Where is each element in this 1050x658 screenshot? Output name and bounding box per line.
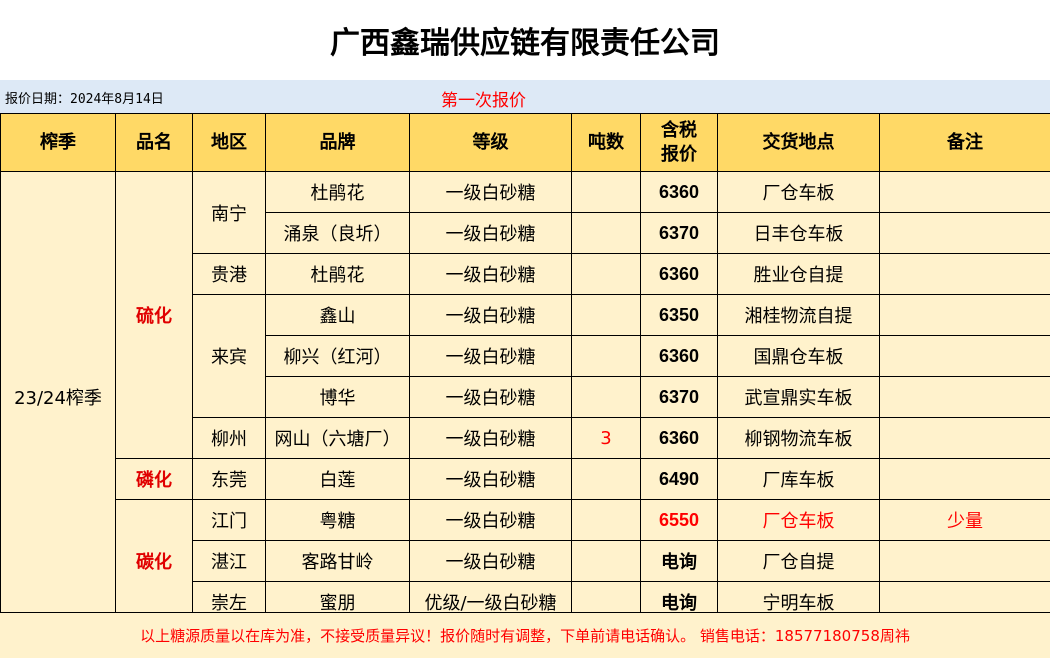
price-cell: 6360 — [640, 417, 718, 459]
tons-cell — [571, 376, 641, 418]
grade-cell: 一级白砂糖 — [409, 458, 572, 500]
delivery-cell: 柳钢物流车板 — [717, 417, 880, 459]
price-cell: 6550 — [640, 499, 718, 541]
table-row: 磷化 东莞 白莲 一级白砂糖 6490 厂库车板 — [1, 458, 1050, 500]
column-header: 备注 — [879, 113, 1050, 172]
price-cell: 6370 — [640, 212, 718, 254]
table-row: 碳化 江门 粤糖 一级白砂糖 6550 厂仓车板 少量 — [1, 499, 1050, 623]
delivery-cell: 武宣鼎实车板 — [717, 376, 880, 418]
table-row: 湛江 客路甘岭 一级白砂糖 电询 厂仓自提 — [1, 540, 1050, 582]
column-header: 交货地点 — [717, 113, 880, 172]
price-cell: 6360 — [640, 253, 718, 295]
delivery-cell: 厂仓车板 — [717, 499, 880, 541]
column-header: 榨季 — [0, 113, 116, 172]
column-header: 品牌 — [265, 113, 410, 172]
product-cell: 硫化 — [115, 171, 193, 459]
tons-cell — [571, 212, 641, 254]
table-row: 23/24榨季 硫化 南宁 杜鹃花 一级白砂糖 6360 厂仓车板 — [0, 171, 1050, 623]
delivery-cell: 国鼎仓车板 — [717, 335, 880, 377]
tons-cell — [571, 540, 641, 582]
tons-cell — [571, 253, 641, 295]
region-cell: 来宾 — [192, 294, 266, 418]
price-cell: 6350 — [640, 294, 718, 336]
table-row: 贵港 杜鹃花 一级白砂糖 6360 胜业仓自提 — [1, 253, 1050, 295]
delivery-cell: 厂仓车板 — [717, 171, 880, 213]
note-cell: 少量 — [879, 499, 1050, 541]
delivery-cell: 日丰仓车板 — [717, 212, 880, 254]
table-row: 涌泉（良圻） 一级白砂糖 6370 日丰仓车板 — [1, 212, 1050, 254]
quote-round: 第一次报价 — [441, 91, 526, 111]
price-cell: 6360 — [640, 171, 718, 213]
delivery-cell: 厂库车板 — [717, 458, 880, 500]
price-cell: 电询 — [640, 540, 718, 582]
grade-cell: 一级白砂糖 — [409, 171, 572, 213]
brand-cell: 柳兴（红河） — [265, 335, 410, 377]
note-cell — [879, 212, 1050, 254]
grade-cell: 一级白砂糖 — [409, 294, 572, 336]
region-cell: 柳州 — [192, 417, 266, 459]
region-cell: 湛江 — [192, 540, 266, 582]
note-cell — [879, 253, 1050, 295]
quote-date: 报价日期：2024年8月14日 — [5, 92, 164, 107]
table-row: 柳州 网山（六塘厂） 一级白砂糖 3 6360 柳钢物流车板 — [1, 417, 1050, 459]
delivery-cell: 湘桂物流自提 — [717, 294, 880, 336]
tons-cell — [571, 294, 641, 336]
delivery-cell: 厂仓自提 — [717, 540, 880, 582]
table-row: 柳兴（红河） 一级白砂糖 6360 国鼎仓车板 — [1, 335, 1050, 377]
price-cell: 6370 — [640, 376, 718, 418]
grade-cell: 一级白砂糖 — [409, 499, 572, 541]
note-cell — [879, 376, 1050, 418]
tons-cell — [571, 171, 641, 213]
note-cell — [879, 458, 1050, 500]
brand-cell: 客路甘岭 — [265, 540, 410, 582]
tons-cell — [571, 499, 641, 541]
product-cell: 碳化 — [115, 499, 193, 623]
brand-cell: 杜鹃花 — [265, 253, 410, 295]
price-cell: 6360 — [640, 335, 718, 377]
company-title: 广西鑫瑞供应链有限责任公司 — [330, 26, 720, 61]
region-cell: 南宁 — [192, 171, 266, 254]
region-cell: 江门 — [192, 499, 266, 541]
note-cell — [879, 540, 1050, 582]
brand-cell: 网山（六塘厂） — [265, 417, 410, 459]
brand-cell: 涌泉（良圻） — [265, 212, 410, 254]
note-cell — [879, 335, 1050, 377]
tons-cell — [571, 335, 641, 377]
column-header: 地区 — [192, 113, 266, 172]
price-table: 榨季 品名 地区 品牌 等级 吨数 含税 报价 交货地点 备注 23/24榨季 硫化 南宁 杜鹃花 一级白… — [0, 113, 1050, 623]
delivery-cell: 胜业仓自提 — [717, 253, 880, 295]
column-header: 等级 — [409, 113, 572, 172]
season-cell: 23/24榨季 — [0, 171, 116, 623]
grade-cell: 一级白砂糖 — [409, 376, 572, 418]
brand-cell: 鑫山 — [265, 294, 410, 336]
column-header: 品名 — [115, 113, 193, 172]
date-row: 报价日期：2024年8月14日 第一次报价 — [0, 80, 1050, 113]
brand-cell: 杜鹃花 — [265, 171, 410, 213]
tons-cell — [571, 458, 641, 500]
note-cell — [879, 417, 1050, 459]
column-header: 含税 报价 — [640, 113, 718, 172]
footer-notice: 以上糖源质量以在库为准，不接受质量异议！报价随时有调整，下单前请电话确认。 销售… — [0, 612, 1050, 658]
price-cell: 6490 — [640, 458, 718, 500]
brand-cell: 博华 — [265, 376, 410, 418]
grade-cell: 一级白砂糖 — [409, 335, 572, 377]
note-cell — [879, 294, 1050, 336]
tons-cell: 3 — [571, 417, 641, 459]
brand-cell: 粤糖 — [265, 499, 410, 541]
region-cell: 贵港 — [192, 253, 266, 295]
column-header: 吨数 — [571, 113, 641, 172]
grade-cell: 一级白砂糖 — [409, 212, 572, 254]
note-cell — [879, 171, 1050, 213]
grade-cell: 一级白砂糖 — [409, 253, 572, 295]
region-cell: 东莞 — [192, 458, 266, 500]
product-cell: 磷化 — [115, 458, 193, 500]
header-row: 榨季 品名 地区 品牌 等级 吨数 含税 报价 交货地点 备注 — [0, 113, 1050, 172]
grade-cell: 一级白砂糖 — [409, 417, 572, 459]
grade-cell: 一级白砂糖 — [409, 540, 572, 582]
brand-cell: 白莲 — [265, 458, 410, 500]
